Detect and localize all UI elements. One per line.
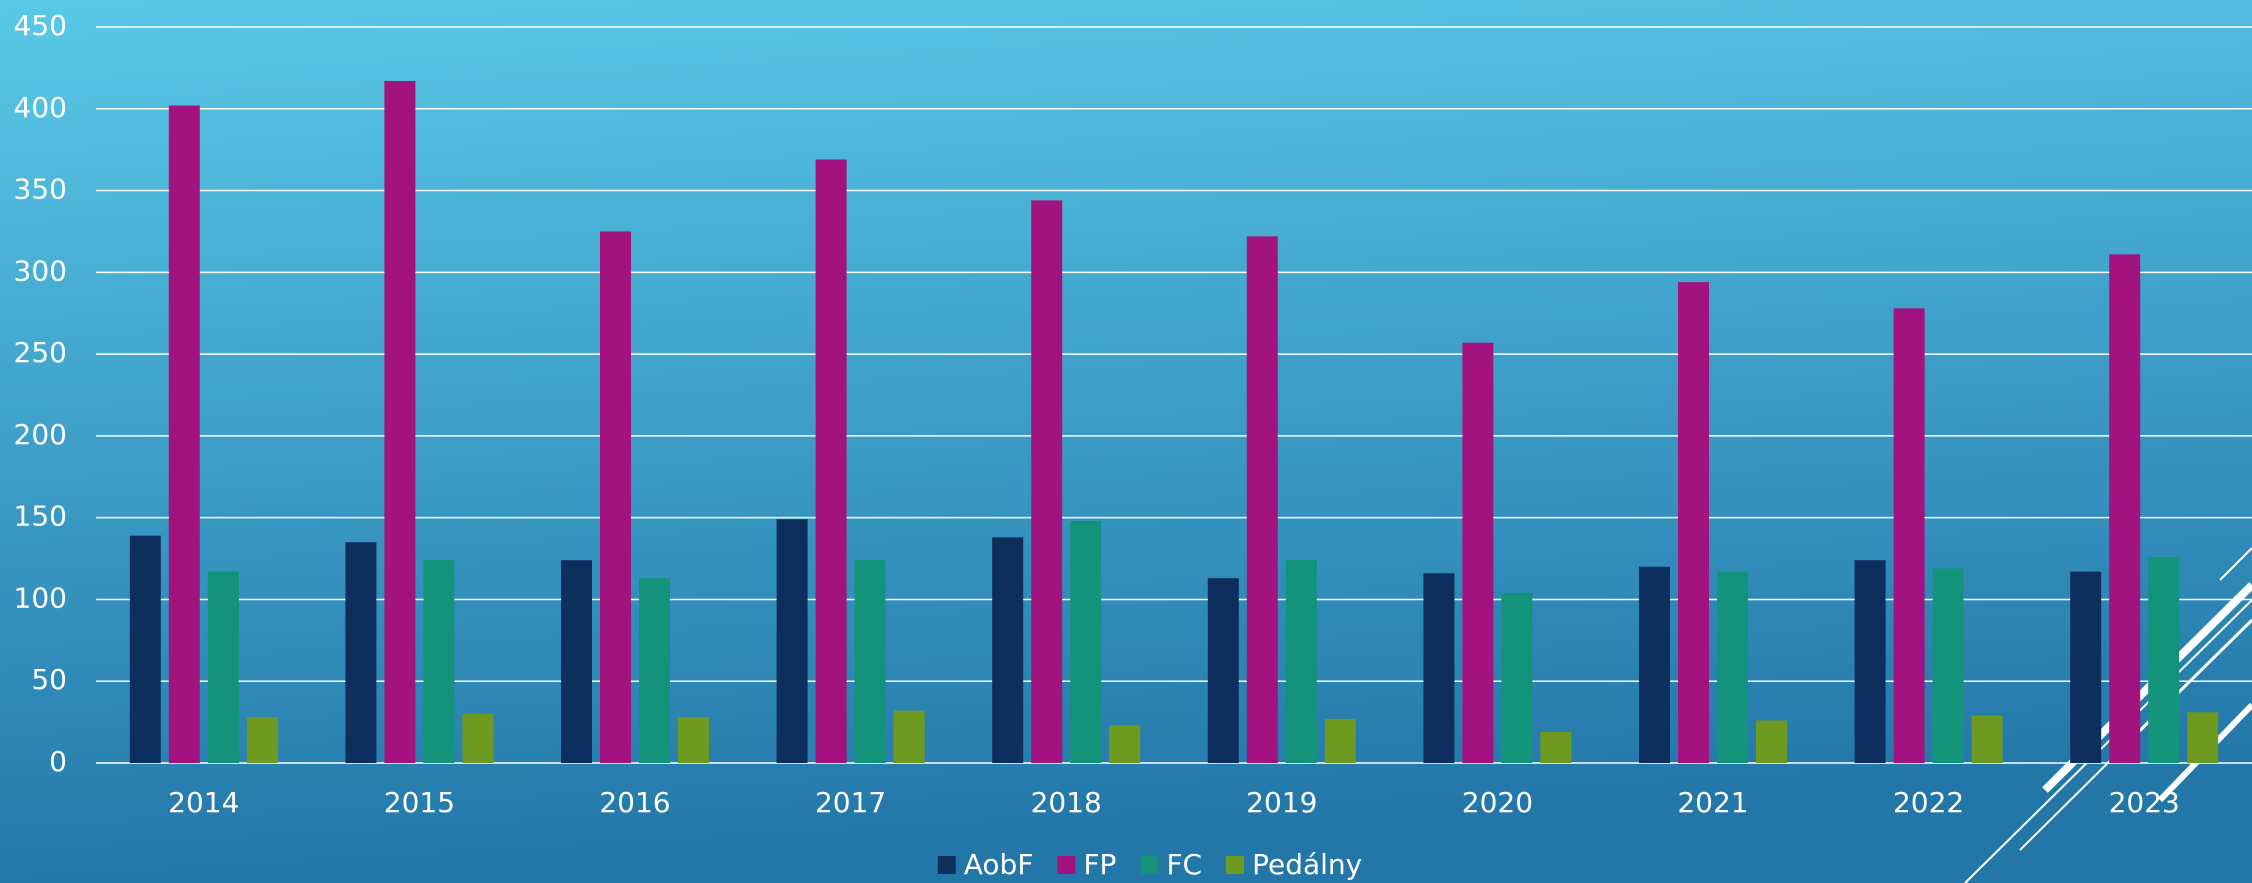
bar	[1462, 342, 1494, 763]
bar	[1971, 715, 2003, 763]
x-tick-label: 2015	[384, 786, 455, 819]
bar	[815, 159, 847, 764]
bar	[462, 713, 494, 763]
bar	[1070, 520, 1102, 763]
bar	[1756, 720, 1787, 763]
bar	[1031, 200, 1063, 763]
legend-marker	[937, 856, 956, 874]
bar	[1109, 725, 1141, 763]
bar	[207, 571, 239, 763]
bar	[1246, 236, 1278, 764]
legend-marker	[1226, 856, 1245, 874]
bar	[1207, 578, 1239, 763]
bar	[423, 560, 455, 763]
x-tick-label: 2023	[2109, 786, 2180, 819]
bar	[384, 80, 416, 764]
bar	[893, 710, 925, 763]
bar	[600, 231, 631, 763]
bar	[1854, 560, 1886, 763]
bar	[1501, 592, 1533, 763]
bar	[1678, 282, 1709, 763]
y-tick-label: 150	[14, 500, 67, 533]
bar	[1423, 573, 1455, 763]
bar	[561, 560, 592, 763]
bar	[1285, 560, 1317, 763]
legend-marker	[1057, 856, 1076, 874]
bar	[992, 537, 1024, 763]
y-tick-label: 300	[14, 254, 67, 287]
x-tick-label: 2022	[1893, 786, 1964, 819]
bar	[168, 105, 200, 764]
y-tick-label: 350	[14, 173, 67, 206]
y-tick-label: 100	[14, 581, 67, 614]
legend-label: FP	[1083, 848, 1116, 881]
legend-label: FC	[1166, 848, 1202, 881]
bar	[345, 542, 377, 763]
bar	[639, 578, 670, 763]
x-tick-label: 2019	[1246, 786, 1317, 819]
bar	[1639, 566, 1670, 763]
y-tick-label: 0	[49, 745, 67, 778]
bar	[1324, 718, 1356, 763]
x-tick-label: 2020	[1462, 786, 1533, 819]
bar	[1717, 571, 1748, 763]
bar	[2187, 712, 2219, 763]
bar	[246, 717, 278, 763]
bar	[2148, 556, 2180, 763]
bar	[1540, 731, 1572, 763]
bar	[678, 717, 709, 763]
legend-label: AobF	[964, 848, 1034, 881]
bar	[854, 560, 886, 763]
y-tick-label: 450	[14, 9, 67, 42]
y-tick-label: 200	[14, 418, 67, 451]
bar	[1893, 308, 1925, 763]
y-tick-label: 50	[31, 663, 67, 696]
x-tick-label: 2021	[1677, 786, 1748, 819]
bar	[2070, 571, 2102, 763]
x-tick-label: 2018	[1031, 786, 1102, 819]
legend-marker	[1140, 856, 1159, 874]
bar	[2109, 254, 2141, 763]
bar	[129, 535, 161, 763]
legend-label: Pedálny	[1252, 848, 1362, 881]
x-tick-label: 2017	[815, 786, 886, 819]
x-tick-label: 2016	[599, 786, 670, 819]
x-tick-label: 2014	[168, 786, 239, 819]
y-tick-label: 400	[14, 91, 67, 124]
bar	[776, 519, 808, 763]
bar	[1932, 568, 1964, 763]
y-tick-label: 250	[14, 336, 67, 369]
